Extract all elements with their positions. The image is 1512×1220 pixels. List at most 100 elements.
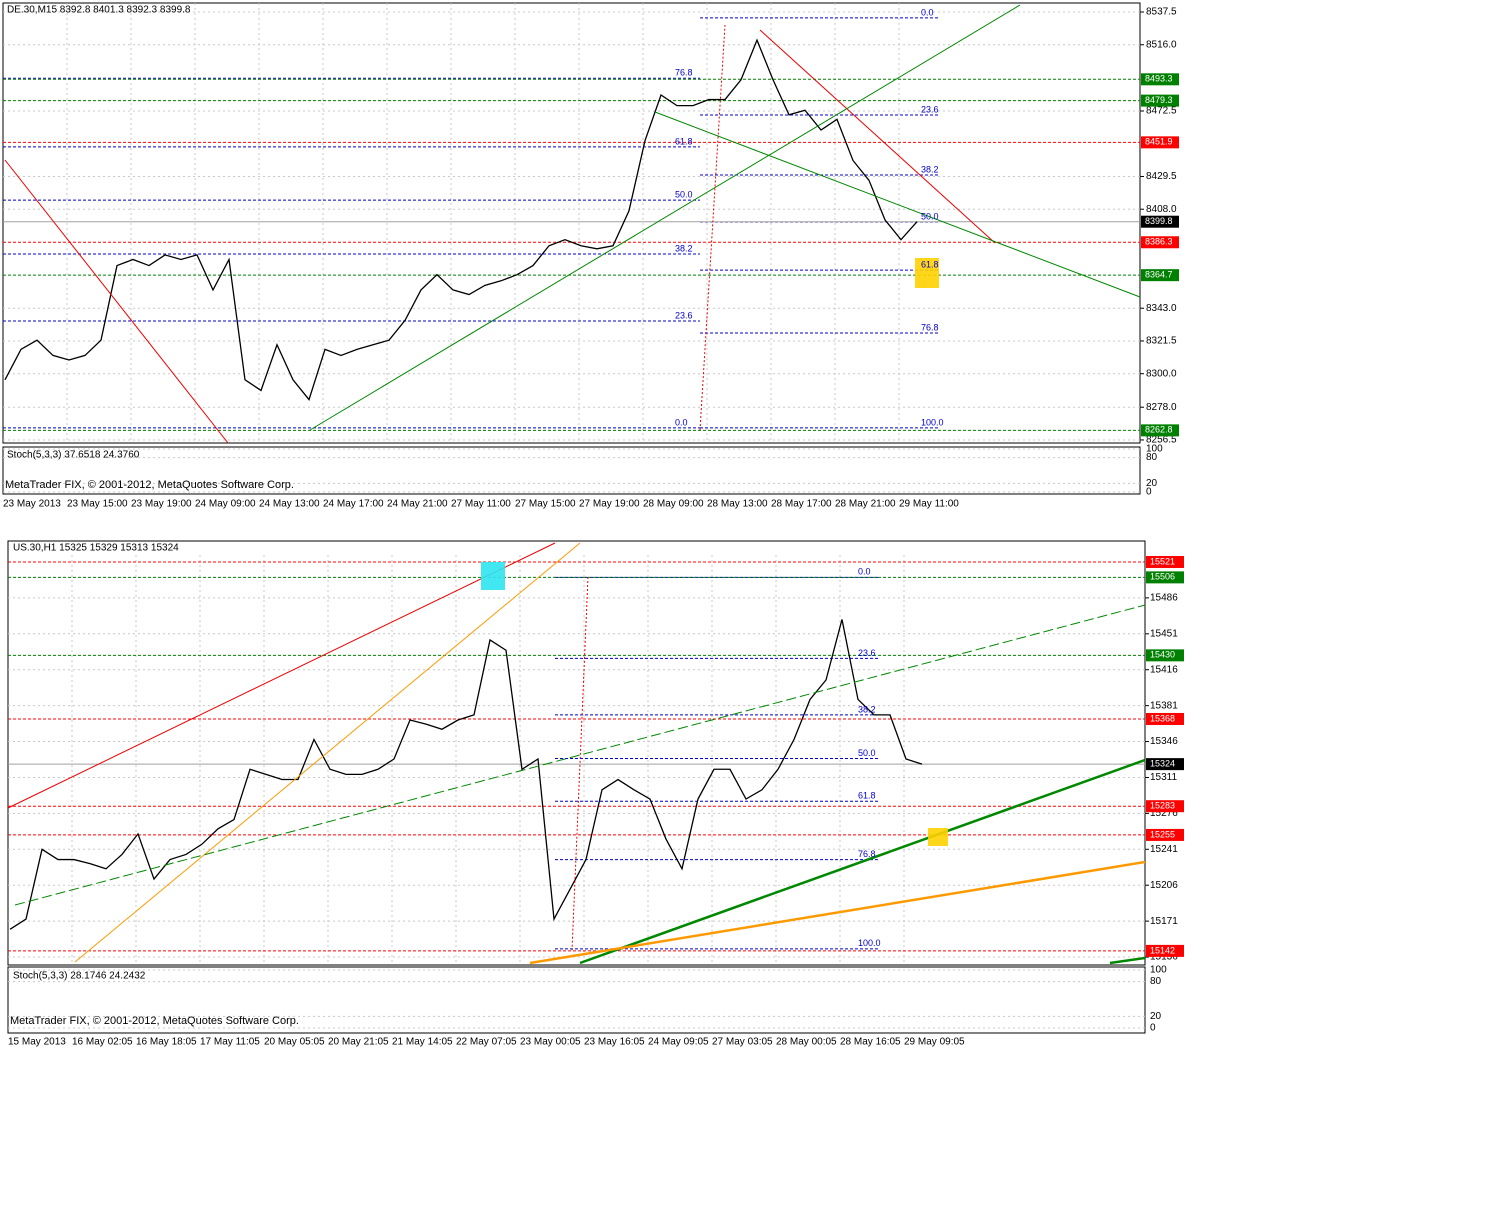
x-tick-label: 27 May 19:00 — [579, 499, 640, 510]
fib-label: 100.0 — [921, 417, 944, 427]
y-tick-label: 15416 — [1150, 664, 1178, 675]
price-box — [1146, 571, 1184, 584]
price-box — [1146, 828, 1184, 841]
fib-label: 76.8 — [921, 322, 939, 332]
fib-label: 23.6 — [921, 104, 939, 114]
y-tick-label: 8516.0 — [1146, 39, 1177, 50]
y-tick-label: 8321.5 — [1146, 336, 1177, 347]
price-box-label: 8479.3 — [1145, 95, 1173, 105]
trend-line — [7, 542, 556, 809]
price-box-label: 8399.8 — [1145, 216, 1173, 226]
x-tick-label: 16 May 02:05 — [72, 1037, 133, 1048]
watermark: MetaTrader FIX, © 2001-2012, MetaQuotes … — [10, 1015, 299, 1027]
x-tick-label: 23 May 16:05 — [584, 1037, 645, 1048]
price-line — [4, 38, 918, 401]
x-tick-label: 20 May 05:05 — [264, 1037, 325, 1048]
x-tick-label: 23 May 00:05 — [520, 1037, 581, 1048]
y-tick-label: 15451 — [1150, 628, 1178, 639]
y-tick-label: 8300.0 — [1146, 368, 1177, 379]
fib-label: 50.0 — [921, 211, 939, 221]
price-box-label: 15255 — [1150, 829, 1175, 839]
y-tick-label: 8408.0 — [1146, 204, 1177, 215]
fib-label: 38.2 — [858, 704, 876, 714]
price-box — [1141, 269, 1179, 282]
price-box-label: 15142 — [1150, 945, 1175, 955]
highlight-box — [928, 828, 948, 846]
price-box-label: 15368 — [1150, 713, 1175, 723]
x-tick-label: 24 May 13:00 — [259, 499, 320, 510]
x-tick-label: 28 May 17:00 — [771, 499, 832, 510]
stoch-tick-label: 0 — [1146, 487, 1152, 498]
trend-line — [4, 159, 229, 444]
trend-lines — [4, 4, 1146, 965]
labels-layer: 8537.5 8516.0 8472.5 8429.5 8408.0 8343.0 8321… — [3, 5, 1184, 1048]
price-box-label: 8493.3 — [1145, 74, 1173, 84]
watermark: MetaTrader FIX, © 2001-2012, MetaQuotes … — [5, 479, 294, 491]
price-box-label: 8451.9 — [1145, 137, 1173, 147]
main-panel-frame — [2, 2, 1141, 444]
x-tick-label: 22 May 07:05 — [456, 1037, 517, 1048]
fib-label: 50.0 — [675, 189, 693, 199]
y-tick-label: 15171 — [1150, 916, 1178, 927]
x-tick-label: 27 May 15:00 — [515, 499, 576, 510]
price-box-label: 8386.3 — [1145, 237, 1173, 247]
stoch-tick-label: 20 — [1150, 1011, 1162, 1022]
fib-label: 61.8 — [921, 260, 939, 270]
y-tick-label: 15311 — [1150, 772, 1178, 783]
fib-label: 38.2 — [921, 164, 939, 174]
y-tick-label: 15486 — [1150, 593, 1178, 604]
x-tick-label: 16 May 18:05 — [136, 1037, 197, 1048]
stoch-tick-label: 100 — [1150, 965, 1167, 976]
chart-title: DE.30,M15 8392.8 8401.3 8392.3 8399.8 — [7, 5, 191, 16]
x-tick-label: 24 May 21:00 — [387, 499, 448, 510]
stoch-title: Stoch(5,3,3) 28.1746 24.2432 — [13, 971, 146, 982]
stoch-panel-frame — [2, 446, 1141, 495]
price-box-label: 15283 — [1150, 801, 1175, 811]
price-box — [1146, 944, 1184, 957]
fib-label: 61.8 — [858, 791, 876, 801]
fib-label: 23.6 — [858, 648, 876, 658]
x-tick-label: 20 May 21:05 — [328, 1037, 389, 1048]
price-box — [1141, 94, 1179, 107]
y-tick-label: 15206 — [1150, 880, 1178, 891]
fib-label: 76.8 — [858, 849, 876, 859]
plot-layers — [3, 3, 1145, 1029]
highlight-box — [915, 258, 939, 288]
trend-line — [529, 860, 1146, 965]
x-tick-label: 24 May 09:05 — [648, 1037, 709, 1048]
price-box — [1146, 800, 1184, 813]
x-tick-label: 24 May 17:00 — [323, 499, 384, 510]
fib-label: 23.6 — [675, 310, 693, 320]
price-box-label: 8262.8 — [1145, 425, 1173, 435]
fib-label: 0.0 — [858, 567, 871, 577]
x-tick-label: 28 May 13:00 — [707, 499, 768, 510]
y-tick-label: 15381 — [1150, 700, 1178, 711]
price-box — [1141, 424, 1179, 437]
y-tick-label: 15276 — [1150, 808, 1178, 819]
price-box — [1146, 649, 1184, 662]
main-panel-frame — [7, 540, 1146, 966]
fib-label: 100.0 — [858, 938, 881, 948]
x-tick-label: 17 May 11:05 — [200, 1037, 260, 1048]
price-box — [1141, 136, 1179, 149]
x-tick-label: 28 May 16:05 — [840, 1037, 901, 1048]
y-tick-label: 15346 — [1150, 736, 1178, 747]
trend-line — [14, 604, 1146, 906]
price-box-label: 15506 — [1150, 572, 1175, 582]
trend-line — [579, 758, 1146, 965]
fib-label: 76.8 — [675, 68, 693, 78]
x-tick-label: 28 May 21:00 — [835, 499, 896, 510]
price-box — [1146, 712, 1184, 725]
x-tick-label: 28 May 00:05 — [776, 1037, 837, 1048]
stoch-tick-label: 100 — [1146, 444, 1163, 455]
x-tick-label: 29 May 11:00 — [899, 499, 959, 510]
price-box — [1141, 215, 1179, 228]
trend-line — [654, 111, 1141, 298]
stoch-tick-label: 80 — [1150, 976, 1162, 987]
trend-line — [1109, 956, 1146, 965]
trend-line — [74, 542, 581, 963]
stoch-panel-frame — [7, 966, 1146, 1034]
x-tick-label: 24 May 09:00 — [195, 499, 256, 510]
y-tick-label: 8537.5 — [1146, 7, 1177, 18]
